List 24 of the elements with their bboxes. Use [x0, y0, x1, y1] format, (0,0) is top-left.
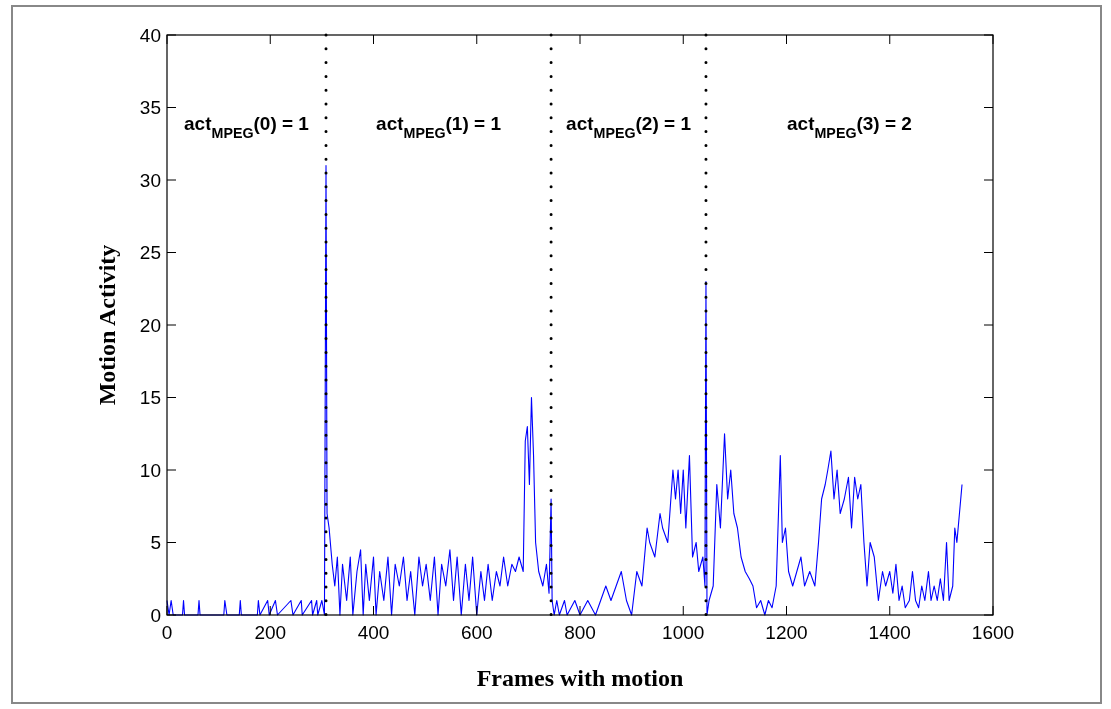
x-tick-label: 1600	[971, 622, 1015, 643]
annotation: act$_{MPEG}$(0) = 1	[184, 113, 310, 141]
y-tick-label: 0	[150, 604, 161, 626]
y-tick-label: 15	[139, 387, 161, 408]
x-tick-label: 600	[460, 622, 493, 643]
annotation: act$_{MPEG}$(2) = 1	[566, 113, 692, 141]
annotation: act$_{MPEG}$(3) = 2	[787, 113, 912, 141]
x-tick-label: 800	[564, 622, 596, 643]
y-tick-label: 30	[139, 169, 161, 191]
y-tick-label: 25	[139, 242, 161, 263]
x-tick-label: 1200	[765, 622, 808, 643]
y-tick-label: 40	[139, 24, 161, 46]
x-tick-label: 1400	[868, 622, 911, 643]
y-tick-label: 10	[139, 459, 161, 481]
y-tick-label: 35	[139, 97, 161, 118]
line-series	[166, 164, 963, 616]
y-axis-title: Motion Activity	[94, 244, 120, 406]
annotation: act$_{MPEG}$(1) = 1	[376, 113, 502, 141]
y-tick-label: 5	[150, 532, 161, 553]
x-axis-title: Frames with motion	[476, 665, 684, 691]
y-tick-label: 20	[139, 314, 161, 336]
x-tick-label: 400	[357, 622, 390, 643]
x-tick-label: 200	[254, 622, 287, 643]
x-tick-label: 1000	[662, 622, 705, 643]
